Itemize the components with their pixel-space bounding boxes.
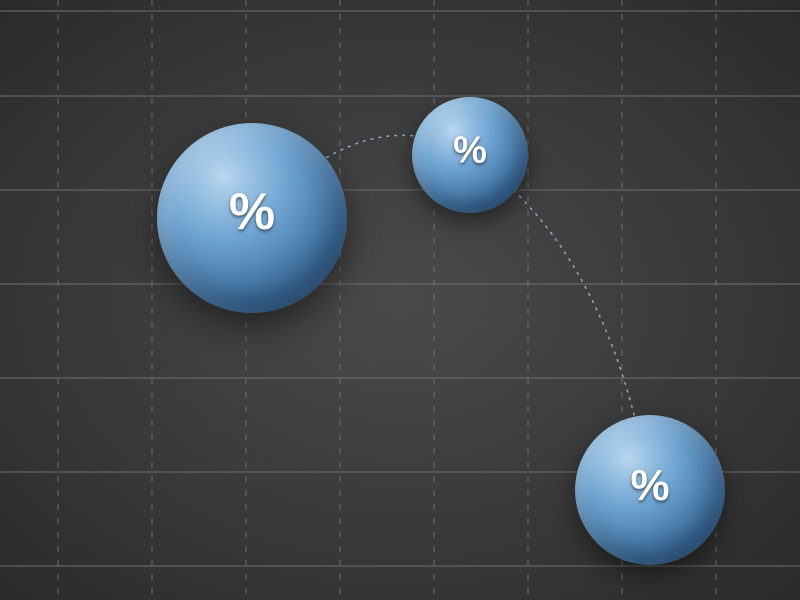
sphere-label-2: % xyxy=(453,130,487,173)
sphere-label-1: % xyxy=(229,182,275,242)
chart-canvas: %%% xyxy=(0,0,800,600)
sphere-label-3: % xyxy=(630,461,669,511)
